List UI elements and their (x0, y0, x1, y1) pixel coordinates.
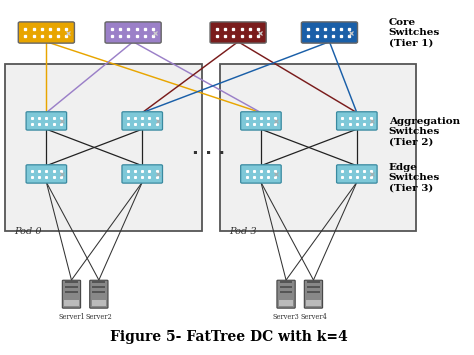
Text: Server2: Server2 (85, 313, 112, 321)
Bar (307, 291, 320, 293)
Bar (280, 291, 292, 293)
Bar (92, 291, 105, 293)
Bar (307, 281, 320, 283)
FancyBboxPatch shape (337, 165, 377, 183)
FancyBboxPatch shape (122, 112, 163, 130)
FancyBboxPatch shape (26, 112, 67, 130)
Bar (280, 281, 292, 283)
Bar (279, 300, 293, 306)
FancyBboxPatch shape (18, 22, 74, 43)
FancyBboxPatch shape (337, 112, 377, 130)
Text: Aggregation
Switches
(Tier 2): Aggregation Switches (Tier 2) (389, 117, 460, 146)
Bar (65, 286, 78, 288)
Bar (92, 281, 105, 283)
Bar (92, 286, 105, 288)
Bar (280, 286, 292, 288)
FancyBboxPatch shape (90, 280, 108, 308)
Text: Edge
Switches
(Tier 3): Edge Switches (Tier 3) (389, 163, 440, 192)
Bar (5, 64, 201, 230)
Text: Server1: Server1 (58, 313, 85, 321)
FancyBboxPatch shape (63, 280, 81, 308)
Text: Server4: Server4 (300, 313, 327, 321)
FancyBboxPatch shape (277, 280, 295, 308)
Text: Pod 0: Pod 0 (14, 227, 42, 236)
Bar (307, 286, 320, 288)
Bar (64, 300, 79, 306)
FancyBboxPatch shape (26, 165, 67, 183)
Bar (91, 300, 106, 306)
Text: Figure 5- FatTree DC with k=4: Figure 5- FatTree DC with k=4 (110, 330, 348, 344)
FancyBboxPatch shape (241, 165, 281, 183)
FancyBboxPatch shape (301, 22, 357, 43)
Bar (65, 281, 78, 283)
FancyBboxPatch shape (210, 22, 266, 43)
FancyBboxPatch shape (105, 22, 161, 43)
FancyBboxPatch shape (122, 165, 163, 183)
Bar (65, 291, 78, 293)
FancyBboxPatch shape (304, 280, 323, 308)
Bar (306, 300, 321, 306)
Bar (220, 64, 416, 230)
Text: . . .: . . . (192, 140, 225, 158)
Text: Pod 3: Pod 3 (229, 227, 256, 236)
Text: Core
Switches
(Tier 1): Core Switches (Tier 1) (389, 18, 440, 48)
Text: Server3: Server3 (273, 313, 300, 321)
FancyBboxPatch shape (241, 112, 281, 130)
